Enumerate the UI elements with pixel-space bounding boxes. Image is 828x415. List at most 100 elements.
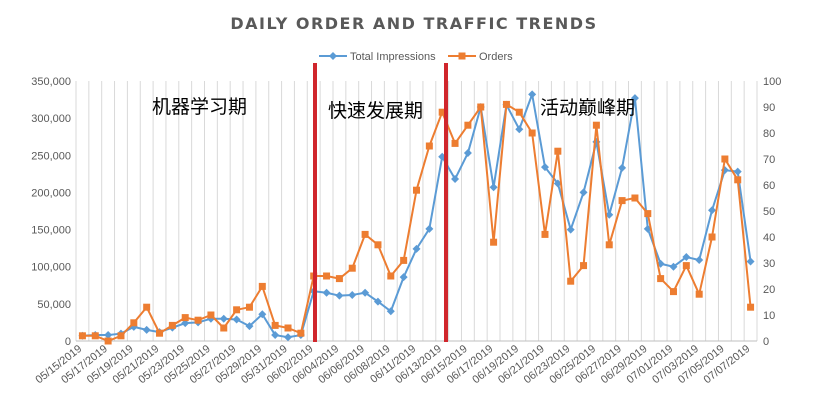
chart-title: DAILY ORDER AND TRAFFIC TRENDS [230,14,597,33]
orders-point [387,272,395,280]
y-right-tick-label: 20 [763,284,775,296]
y-right-tick-label: 90 [763,102,775,114]
orders-point [438,108,446,116]
orders-point [233,306,241,314]
y-right-tick-label: 60 [763,180,775,192]
orders-point [605,241,613,249]
impressions-point [181,319,190,328]
orders-point [515,108,523,116]
orders-point [618,197,626,205]
impressions-point [399,273,408,282]
impressions-point [322,288,331,297]
y-left-tick-label: 100,000 [31,262,71,274]
x-axis-ticks: 05/15/201905/17/201905/19/201905/21/2019… [33,343,752,386]
y-right-tick-label: 30 [763,258,775,270]
impressions-point [566,225,575,234]
orders-point [734,176,742,184]
orders-point [490,238,498,246]
y-left-tick-label: 350,000 [31,76,71,88]
orders-point [245,303,253,311]
orders-point [78,332,86,340]
y-right-tick-label: 0 [763,336,769,348]
y-left-tick-label: 0 [65,336,71,348]
impressions-point [489,183,498,192]
orders-point [528,129,536,137]
orders-point [657,275,665,283]
y-right-tick-label: 10 [763,310,775,322]
impressions-point [605,210,614,219]
orders-point [130,319,138,327]
orders-point [425,142,433,150]
impressions-point [245,322,254,331]
y-right-tick-label: 80 [763,128,775,140]
orders-point [117,332,125,340]
orders-point [451,139,459,147]
orders-point [220,324,228,332]
orders-point [271,321,279,329]
orders-point [464,121,472,129]
legend-impressions-marker [329,52,337,60]
y-axis-left-ticks: 0 50,000 100,000 150,000 200,000 250,000 300,0… [31,76,71,348]
impressions-point [618,163,627,172]
orders-line [82,103,752,342]
orders-point [644,210,652,218]
impressions-point [219,314,228,323]
y-left-tick-label: 150,000 [31,225,71,237]
orders-point [541,230,549,238]
impressions-point [579,188,588,197]
phase-label-machine-learning: 机器学习期 [152,96,247,118]
legend-orders-label: Orders [479,51,513,63]
impressions-point [142,325,151,334]
impressions-point [335,291,344,300]
y-right-tick-label: 70 [763,154,775,166]
orders-point [554,147,562,155]
orders-point [580,262,588,270]
orders-point [361,230,369,238]
impressions-point [451,175,460,184]
orders-point [708,233,716,241]
orders-point [413,186,420,194]
impressions-point [361,288,370,297]
orders-point [477,103,485,111]
orders-point [400,256,408,264]
phase-label-rapid-growth: 快速发展期 [328,100,423,122]
orders-point [335,275,343,283]
orders-point [194,316,202,324]
impressions-point [104,331,113,340]
impressions-point [425,224,434,233]
impressions-point [515,125,524,134]
orders-point [502,100,510,108]
impressions-point [528,90,537,99]
phase-label-peak-activity: 活动巅峰期 [540,97,635,119]
impressions-point [258,310,267,319]
impressions-point [284,333,293,342]
impressions-point [540,163,549,172]
orders-point [91,332,99,340]
orders-point [669,288,677,296]
orders-point [747,303,755,311]
orders-point [721,155,729,163]
legend-orders-marker [458,52,466,60]
y-right-tick-label: 100 [763,76,781,88]
orders-point [181,314,189,322]
legend-impressions-label: Total Impressions [350,51,436,63]
orders-point [168,321,176,329]
orders-point [592,121,600,129]
orders-point [297,329,305,337]
y-right-tick-label: 40 [763,232,775,244]
legend: Total Impressions Orders [319,51,513,63]
y-right-tick-label: 50 [763,206,775,218]
orders-point [143,303,151,311]
series-total-impressions [78,90,755,342]
orders-point [284,324,292,332]
impressions-point [733,167,742,176]
orders-point [374,241,382,249]
impressions-point [232,315,241,324]
orders-point [567,277,575,285]
impressions-point [412,244,421,253]
series-orders [78,100,755,345]
impressions-point [463,149,472,158]
orders-point [631,194,639,202]
y-left-tick-label: 50,000 [37,299,71,311]
